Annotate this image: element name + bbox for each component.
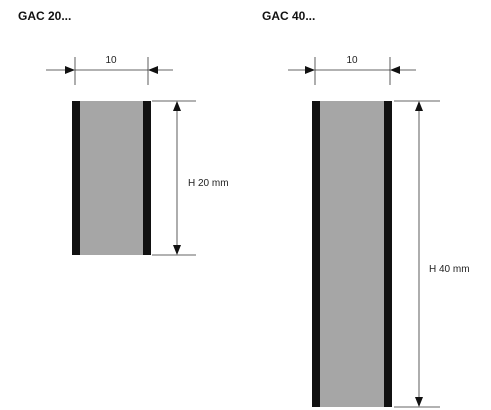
gac20-width-label: 10 <box>105 55 117 66</box>
gac20-width-dimension: 10 <box>46 55 173 85</box>
gac20-element-core <box>74 101 149 255</box>
gac40-element-right-band <box>384 101 392 407</box>
gac20-element-right-band <box>143 101 151 255</box>
gac20-height-label: H 20 mm <box>188 178 229 189</box>
gac40-element-left-band <box>312 101 320 407</box>
gac40-title: GAC 40... <box>262 9 315 23</box>
gac40-element <box>312 101 392 407</box>
gac40-drawing: GAC 40... 10 H 40 mm <box>262 9 470 408</box>
gac40-element-core <box>314 101 391 407</box>
gac40-width-label: 10 <box>346 55 358 66</box>
gac20-drawing: GAC 20... 10 H 20 mm <box>18 9 229 256</box>
gac20-element <box>72 101 151 255</box>
gac40-width-dimension: 10 <box>288 55 416 85</box>
gac40-height-label: H 40 mm <box>429 264 470 275</box>
gac40-height-dimension: H 40 mm <box>394 100 470 408</box>
gac20-height-dimension: H 20 mm <box>152 100 229 256</box>
gac20-element-left-band <box>72 101 80 255</box>
gac20-title: GAC 20... <box>18 9 71 23</box>
